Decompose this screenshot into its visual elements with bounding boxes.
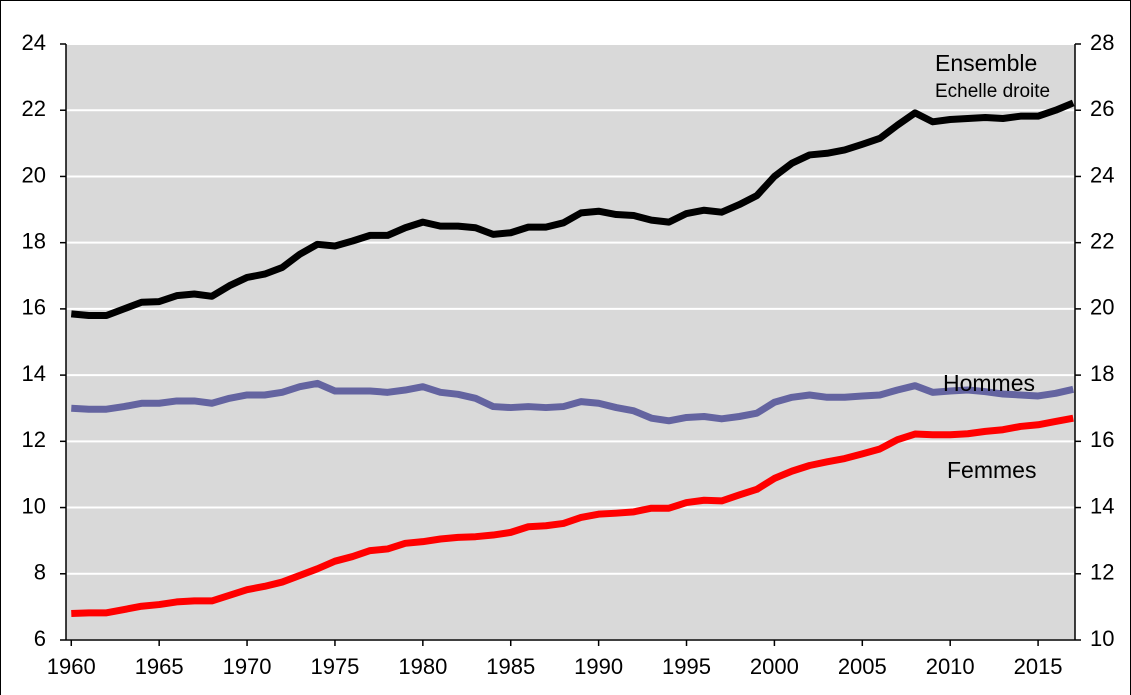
y-tick-label: 20 (22, 162, 46, 187)
x-tick-label: 1975 (310, 654, 359, 679)
x-tick-label: 1960 (47, 654, 96, 679)
series-label: Ensemble (935, 50, 1037, 76)
series-line (71, 414, 1074, 618)
x-tick-label: 1965 (135, 654, 184, 679)
y2-tick-label: 22 (1090, 228, 1114, 253)
y-tick-label: 12 (22, 427, 46, 452)
x-tick-label: 2005 (838, 654, 887, 679)
x-tick-label: 1995 (662, 654, 711, 679)
y-tick-label: 16 (22, 295, 46, 320)
x-tick-label: 2000 (750, 654, 799, 679)
series-line (71, 379, 1075, 425)
y-tick-label: 10 (22, 493, 46, 518)
y-tick-label: 22 (22, 96, 46, 121)
y-tick-label: 6 (34, 626, 46, 651)
y-tick-label: 18 (22, 228, 46, 253)
x-tick-label: 1980 (398, 654, 447, 679)
y2-tick-label: 24 (1090, 162, 1114, 187)
annotation: Echelle droite (935, 81, 1050, 102)
y-tick-label: 24 (22, 30, 46, 55)
series-line (70, 99, 1075, 320)
plot-area (66, 44, 1075, 640)
y2-tick-label: 10 (1090, 626, 1114, 651)
y2-tick-label: 28 (1090, 30, 1114, 55)
y-tick-label: 8 (34, 560, 46, 585)
x-tick-label: 1990 (574, 654, 623, 679)
y-tick-label: 14 (22, 361, 46, 386)
x-tick-label: 1970 (223, 654, 272, 679)
y2-tick-label: 18 (1090, 361, 1114, 386)
x-tick-label: 2015 (1014, 654, 1063, 679)
y2-tick-label: 20 (1090, 295, 1114, 320)
x-tick-label: 1985 (486, 654, 535, 679)
y2-tick-label: 14 (1090, 493, 1114, 518)
series-label: Femmes (947, 457, 1036, 483)
y2-tick-label: 12 (1090, 560, 1114, 585)
series-label: Hommes (943, 370, 1035, 396)
x-tick-label: 2010 (926, 654, 975, 679)
y2-tick-label: 26 (1090, 96, 1114, 121)
y2-tick-label: 16 (1090, 427, 1114, 452)
